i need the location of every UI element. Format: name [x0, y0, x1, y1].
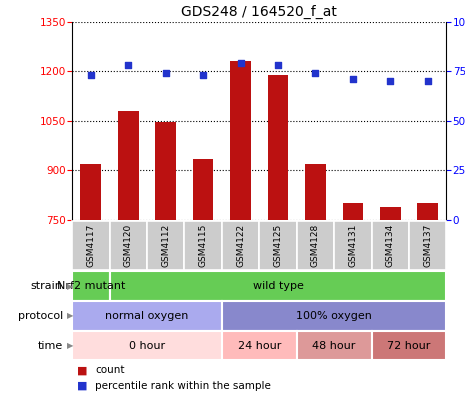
Point [87, 72, 94, 78]
Text: 24 hour: 24 hour [238, 341, 281, 350]
FancyBboxPatch shape [109, 221, 147, 270]
Text: GSM4122: GSM4122 [236, 224, 245, 267]
FancyBboxPatch shape [372, 221, 409, 270]
Point [274, 62, 282, 69]
FancyBboxPatch shape [72, 271, 109, 301]
Bar [193, 159, 213, 220]
FancyBboxPatch shape [409, 221, 446, 270]
Text: GSM4128: GSM4128 [311, 224, 320, 267]
FancyBboxPatch shape [259, 221, 297, 270]
FancyBboxPatch shape [72, 221, 109, 270]
Text: wild type: wild type [252, 281, 303, 291]
FancyBboxPatch shape [222, 331, 297, 360]
Point [312, 70, 319, 76]
Text: GSM4117: GSM4117 [86, 224, 95, 267]
Text: ■: ■ [77, 365, 87, 375]
Text: count: count [95, 365, 125, 375]
FancyBboxPatch shape [147, 221, 184, 270]
Bar [305, 164, 326, 220]
Bar [118, 111, 139, 220]
Text: strain: strain [31, 281, 63, 291]
Bar [343, 203, 363, 220]
FancyBboxPatch shape [297, 331, 372, 360]
Point [424, 78, 432, 84]
Text: GSM4125: GSM4125 [273, 224, 282, 267]
Point [349, 76, 357, 82]
Bar [155, 122, 176, 220]
Text: 0 hour: 0 hour [129, 341, 165, 350]
Text: 72 hour: 72 hour [387, 341, 431, 350]
FancyBboxPatch shape [372, 331, 446, 360]
Bar [230, 61, 251, 220]
FancyBboxPatch shape [72, 301, 222, 331]
FancyBboxPatch shape [72, 331, 222, 360]
Text: ■: ■ [77, 381, 87, 391]
Title: GDS248 / 164520_f_at: GDS248 / 164520_f_at [181, 5, 337, 19]
Point [386, 78, 394, 84]
Text: GSM4137: GSM4137 [423, 224, 432, 267]
Text: 48 hour: 48 hour [312, 341, 356, 350]
Text: time: time [38, 341, 63, 350]
Text: protocol: protocol [18, 311, 63, 321]
Text: normal oxygen: normal oxygen [105, 311, 189, 321]
FancyBboxPatch shape [334, 221, 372, 270]
FancyBboxPatch shape [109, 271, 446, 301]
Text: GSM4115: GSM4115 [199, 224, 207, 267]
Bar [80, 164, 101, 220]
Text: GSM4134: GSM4134 [386, 224, 395, 267]
Bar [380, 207, 400, 220]
Point [237, 60, 244, 67]
Text: 100% oxygen: 100% oxygen [296, 311, 372, 321]
Text: GSM4131: GSM4131 [348, 224, 357, 267]
FancyBboxPatch shape [184, 221, 222, 270]
FancyBboxPatch shape [222, 221, 259, 270]
Bar [268, 74, 288, 220]
Point [125, 62, 132, 69]
Point [199, 72, 207, 78]
Text: ▶: ▶ [67, 311, 74, 320]
Text: ▶: ▶ [67, 341, 74, 350]
Text: Nrf2 mutant: Nrf2 mutant [57, 281, 125, 291]
Text: GSM4112: GSM4112 [161, 224, 170, 267]
FancyBboxPatch shape [222, 301, 446, 331]
Point [162, 70, 169, 76]
FancyBboxPatch shape [297, 221, 334, 270]
Bar [418, 203, 438, 220]
Text: percentile rank within the sample: percentile rank within the sample [95, 381, 271, 391]
Text: ▶: ▶ [67, 282, 74, 291]
Text: GSM4120: GSM4120 [124, 224, 133, 267]
